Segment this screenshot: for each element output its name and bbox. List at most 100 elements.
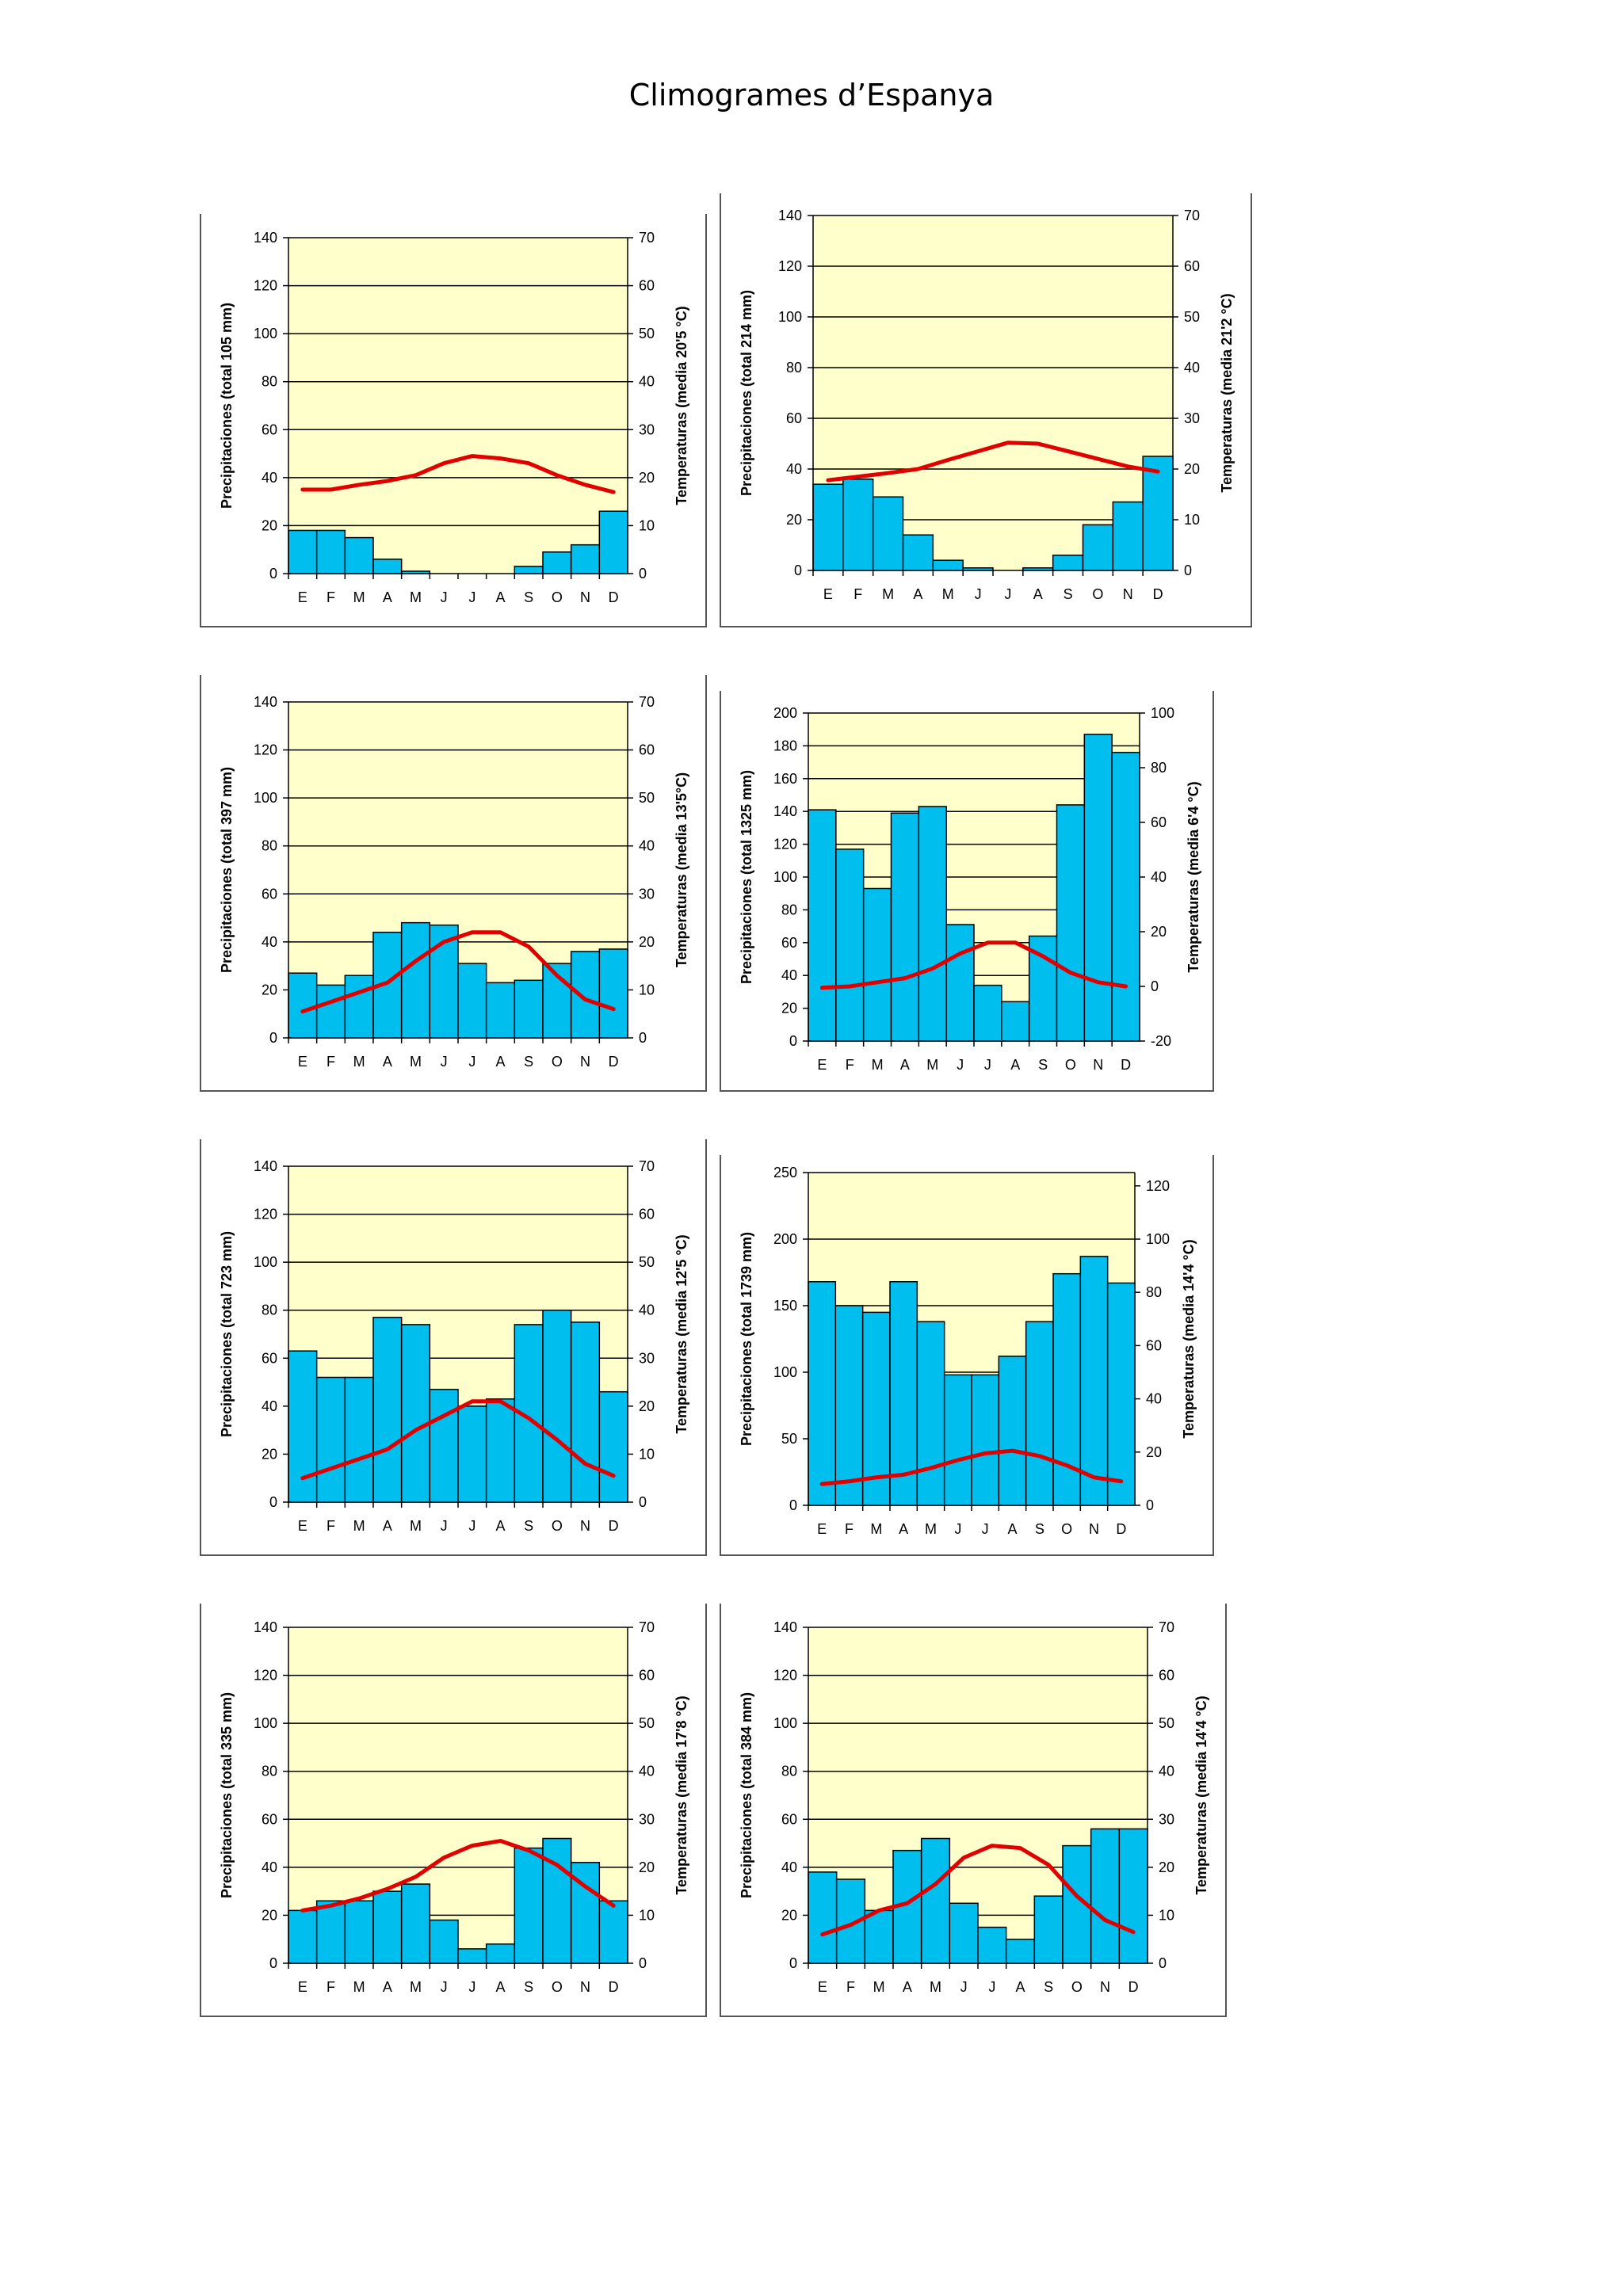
month-label: J	[441, 1979, 448, 1995]
precip-bar	[400, 1324, 431, 1503]
left-tick-label: 0	[269, 1955, 277, 1971]
month-label: O	[552, 1054, 563, 1070]
right-tick-label: 40	[1159, 1764, 1174, 1779]
month-label: N	[580, 589, 590, 605]
left-tick-label: 20	[781, 1907, 797, 1923]
precip-bar	[1118, 1828, 1148, 1964]
month-label: S	[524, 1518, 533, 1534]
right-tick-label: 120	[1146, 1178, 1170, 1194]
month-label: O	[1071, 1979, 1083, 1995]
right-tick-label: 20	[1159, 1859, 1174, 1875]
left-tick-label: 60	[781, 1811, 797, 1827]
precip-bar	[971, 1374, 1000, 1506]
left-tick-label: 120	[773, 1668, 797, 1684]
left-tick-label: 20	[262, 1446, 277, 1462]
month-label: N	[580, 1979, 590, 1995]
month-label: M	[930, 1979, 941, 1995]
month-label: M	[925, 1521, 937, 1537]
left-tick-label: 200	[773, 705, 797, 721]
precip-bar	[400, 1883, 431, 1964]
chart-svg: 0 20 40 60 80 100 120 140 0 10 20 30 40 50 60 70 E F M A M J J…	[219, 1619, 689, 1995]
left-tick-label: 40	[781, 967, 797, 983]
precip-bar	[315, 529, 346, 574]
left-tick-label: 100	[254, 1254, 277, 1270]
right-tick-label: 10	[639, 1907, 655, 1923]
month-label: A	[383, 1979, 392, 1995]
precip-bar	[1083, 734, 1113, 1042]
month-label: E	[298, 589, 307, 605]
right-tick-label: 60	[639, 742, 655, 758]
precip-bar	[1052, 555, 1084, 571]
left-tick-label: 140	[778, 208, 802, 223]
month-label: S	[524, 1979, 533, 1995]
chart-svg: 0 20 40 60 80 100 120 140 0 10 20 30 40 50 60 70 E F M A M J J…	[739, 1619, 1209, 1995]
month-label: A	[913, 586, 922, 602]
month-label: M	[410, 1979, 422, 1995]
right-tick-label: 60	[1159, 1668, 1174, 1684]
left-tick-label: 0	[789, 1955, 797, 1971]
left-tick-label: 80	[781, 902, 797, 917]
left-tick-label: 60	[262, 1811, 277, 1827]
precip-bar	[372, 559, 403, 574]
month-label: E	[817, 1057, 827, 1073]
left-tick-label: 0	[269, 1494, 277, 1510]
month-label: A	[495, 589, 505, 605]
month-label: A	[495, 1054, 505, 1070]
left-tick-label: 100	[254, 1715, 277, 1731]
month-label: S	[1044, 1979, 1053, 1995]
month-label: J	[957, 1057, 964, 1073]
left-tick-label: 140	[773, 803, 797, 819]
month-label: E	[298, 1518, 307, 1534]
left-tick-label: 160	[773, 771, 797, 787]
month-label: M	[410, 1054, 422, 1070]
left-tick-label: 120	[254, 1668, 277, 1684]
precip-bar	[973, 984, 1002, 1042]
right-tick-label: 40	[639, 838, 655, 854]
month-label: M	[353, 1518, 365, 1534]
precip-bar	[542, 551, 572, 574]
precip-bar	[344, 974, 374, 1039]
precip-bar	[570, 543, 601, 574]
right-tick-label: 30	[1159, 1811, 1174, 1827]
month-label: M	[870, 1521, 882, 1537]
precip-bar	[598, 1390, 628, 1503]
month-label: S	[524, 1054, 533, 1070]
left-tick-label: 100	[254, 790, 277, 806]
month-label: J	[960, 1979, 968, 1995]
right-tick-label: 20	[639, 1859, 655, 1875]
month-label: S	[1064, 586, 1073, 602]
left-tick-label: 20	[262, 982, 277, 997]
temperature-axis-title: Temperaturas (media 12'5 °C)	[674, 1234, 689, 1433]
left-tick-label: 120	[254, 278, 277, 294]
precip-bar	[812, 483, 844, 571]
month-label: E	[823, 586, 833, 602]
temperature-line	[819, 940, 1128, 990]
left-tick-label: 80	[786, 360, 802, 376]
right-tick-label: 10	[639, 517, 655, 533]
chart-svg: 0 20 40 60 80 100 120 140 160 180 200 -20 0 20 40 60 80 1…	[739, 705, 1201, 1073]
chart-svg: 0 20 40 60 80 100 120 140 0 10 20 30 40 50 60 70 E F M A M J J…	[219, 230, 689, 605]
precip-bar	[1112, 501, 1144, 571]
precip-bar	[862, 887, 892, 1042]
month-label: O	[1061, 1521, 1072, 1537]
month-label: D	[609, 1054, 619, 1070]
precip-bar	[429, 1919, 459, 1964]
month-label: J	[984, 1057, 991, 1073]
climograph-8: 0 20 40 60 80 100 120 140 0 10 20 30 40 50 60 70 E F M A M J J…	[720, 1604, 1227, 2017]
month-label: J	[988, 1979, 995, 1995]
left-tick-label: 20	[781, 1001, 797, 1016]
right-tick-label: 30	[639, 1811, 655, 1827]
right-tick-label: 50	[639, 1715, 655, 1731]
precip-bar	[288, 972, 318, 1039]
left-tick-label: 140	[254, 694, 277, 710]
left-tick-label: 40	[262, 1398, 277, 1414]
precip-bar	[457, 963, 487, 1039]
left-tick-label: 140	[254, 1158, 277, 1174]
month-label: F	[327, 589, 335, 605]
left-tick-label: 20	[262, 517, 277, 533]
temperature-line	[826, 441, 1160, 482]
precipitation-axis-title: Precipitaciones (total 1325 mm)	[739, 770, 754, 984]
month-label: S	[524, 589, 533, 605]
temperature-line	[819, 1448, 1124, 1486]
month-label: M	[353, 589, 365, 605]
